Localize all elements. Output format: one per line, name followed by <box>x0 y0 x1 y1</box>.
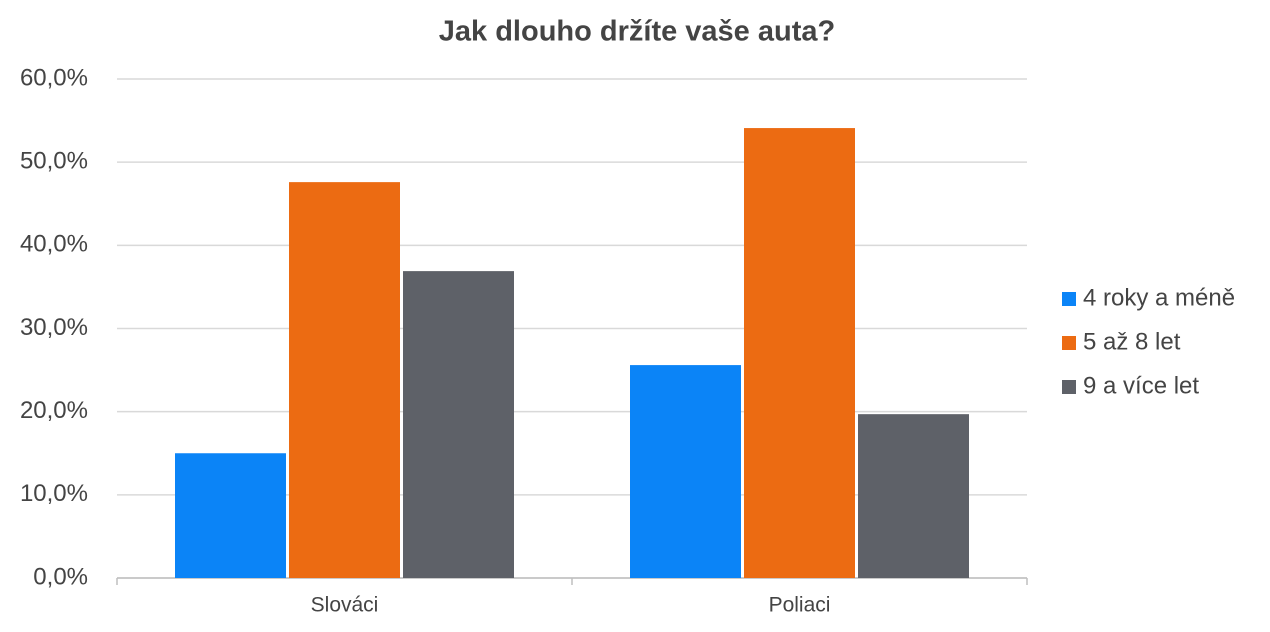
y-tick-label: 60,0% <box>20 64 88 91</box>
x-tick-label: Poliaci <box>769 594 831 617</box>
x-tick-label: Slováci <box>311 594 379 617</box>
legend-label: 5 až 8 let <box>1083 328 1181 355</box>
chart-title: Jak dlouho držíte vaše auta? <box>439 16 835 48</box>
y-tick-label: 20,0% <box>20 397 88 424</box>
legend-swatch <box>1062 336 1076 350</box>
bar <box>175 453 286 578</box>
legend-swatch <box>1062 380 1076 394</box>
y-tick-label: 30,0% <box>20 314 88 341</box>
bar <box>630 365 741 578</box>
bar <box>744 128 855 578</box>
legend-label: 4 roky a méně <box>1083 284 1235 311</box>
bar <box>858 414 969 578</box>
bar <box>289 182 400 579</box>
y-tick-label: 40,0% <box>20 231 88 258</box>
y-tick-label: 10,0% <box>20 480 88 507</box>
y-tick-label: 0,0% <box>33 563 88 590</box>
y-tick-label: 50,0% <box>20 148 88 175</box>
bar <box>403 271 514 578</box>
legend-swatch <box>1062 292 1076 306</box>
legend-label: 9 a více let <box>1083 372 1199 399</box>
